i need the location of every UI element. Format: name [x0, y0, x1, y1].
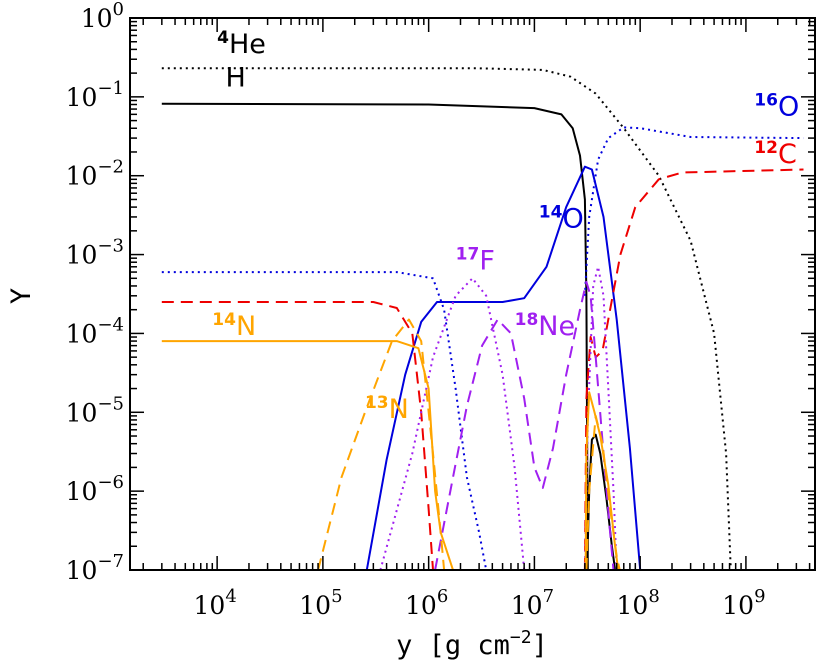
series-label-12c: 12C	[754, 138, 797, 170]
x-tick-label: 108	[617, 586, 660, 620]
x-axis-label-main: y [g cm	[396, 630, 510, 661]
y-tick-label: 10−6	[66, 472, 124, 506]
x-tick-label: 107	[511, 586, 554, 620]
x-axis-label-close: ]	[532, 630, 548, 661]
series-line-13n-high	[585, 414, 621, 570]
y-tick-label: 10−3	[66, 236, 124, 270]
plot-frame	[129, 17, 816, 571]
x-axis-label-exponent: −2	[510, 627, 532, 648]
series-line-4he	[161, 67, 732, 570]
x-tick-label: 104	[194, 586, 237, 620]
series-line-14o	[365, 165, 642, 570]
y-tick-labels: 100 10−1 10−2 10−3 10−4 10−5 10−6 10−7	[66, 0, 124, 585]
y-tick-label: 10−5	[66, 393, 124, 427]
y-tick-label: 100	[81, 0, 124, 33]
y-tick-label: 10−4	[66, 314, 124, 348]
series-line-14n	[161, 340, 454, 570]
series-line-16o	[161, 271, 488, 570]
x-tick-label: 106	[405, 586, 448, 620]
series-line-12c-high	[583, 168, 804, 570]
series-label-4he: 4He	[217, 28, 266, 60]
series-label-17f: 17F	[456, 244, 495, 276]
series-line-17f	[379, 277, 526, 570]
y-tick-label: 10−1	[66, 78, 124, 112]
x-tick-label: 109	[722, 586, 765, 620]
series-line-12c	[161, 301, 434, 570]
y-tick-label: 10−7	[66, 551, 124, 585]
series-line-h	[161, 102, 589, 570]
axis-ticks	[130, 17, 815, 571]
series-label-h: H	[226, 63, 246, 94]
series-label-16o: 16O	[754, 91, 799, 123]
x-tick-labels: 104 105 106 107 108 109	[194, 586, 766, 620]
series-line-18ne	[434, 280, 615, 570]
series-line-13n	[317, 318, 446, 570]
y-axis-label: Y	[6, 288, 37, 304]
x-tick-label: 105	[299, 586, 342, 620]
series-curves	[161, 67, 804, 570]
series-label-14n: 14N	[212, 310, 256, 342]
series-label-18ne: 18Ne	[515, 310, 575, 342]
series-line-17f-high	[583, 265, 618, 570]
y-tick-label: 10−2	[66, 157, 124, 191]
x-axis-label: y [g cm−2]	[396, 627, 548, 661]
series-label-14o: 14O	[539, 203, 584, 235]
series-label-13n: 13N	[365, 393, 409, 425]
